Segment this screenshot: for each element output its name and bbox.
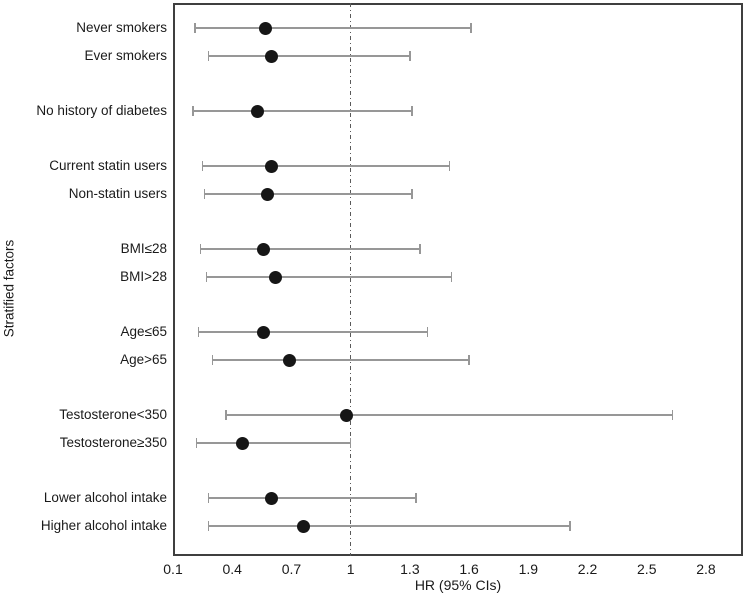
hr-marker	[261, 187, 275, 201]
ci-bar	[200, 248, 420, 250]
hr-marker	[296, 519, 310, 533]
row-label: Higher alcohol intake	[40, 518, 167, 533]
hr-marker	[259, 21, 273, 35]
x-tick-label: 1.6	[459, 561, 479, 577]
row-label: No history of diabetes	[36, 103, 167, 118]
ci-cap-right	[470, 23, 472, 33]
row-label: Testosterone<350	[59, 407, 167, 422]
x-tick-label: 0.7	[281, 561, 302, 577]
x-tick-label: 1	[346, 561, 355, 577]
ci-bar	[208, 55, 410, 57]
hr-marker	[251, 104, 265, 118]
ci-cap-left	[205, 272, 208, 282]
row-label: BMI≤28	[120, 241, 167, 256]
row-label: Non-statin users	[68, 186, 167, 201]
ci-cap-right	[671, 410, 674, 420]
ci-cap-left	[203, 189, 206, 199]
ci-bar	[194, 27, 472, 29]
ci-cap-right	[411, 189, 413, 199]
hr-marker	[257, 242, 271, 256]
ci-cap-right	[568, 521, 571, 531]
hr-marker	[265, 159, 279, 173]
ci-bar	[208, 497, 416, 499]
ci-bar	[226, 414, 673, 416]
ci-cap-left	[197, 327, 200, 337]
x-tick-label: 1.9	[518, 561, 539, 577]
row-label: Ever smokers	[84, 48, 167, 63]
ci-bar	[192, 110, 412, 112]
ci-cap-left	[201, 161, 204, 171]
x-tick-label: 2.5	[637, 561, 657, 577]
ci-bar	[206, 276, 452, 278]
row-label: Current statin users	[49, 158, 167, 173]
row-label: Lower alcohol intake	[43, 490, 167, 505]
ci-bar	[202, 165, 450, 167]
reference-line	[350, 3, 352, 556]
row-label: BMI>28	[120, 269, 167, 284]
ci-bar	[198, 331, 428, 333]
row-label: Age>65	[120, 352, 167, 367]
hr-marker	[282, 353, 296, 367]
ci-cap-right	[468, 355, 470, 365]
ci-cap-right	[409, 51, 411, 61]
hr-marker	[265, 491, 279, 505]
ci-cap-left	[195, 438, 198, 448]
ci-bar	[212, 359, 470, 361]
ci-cap-left	[225, 410, 228, 420]
ci-cap-right	[411, 106, 413, 116]
ci-bar	[208, 525, 570, 527]
ci-cap-left	[199, 244, 202, 254]
ci-cap-right	[448, 161, 451, 171]
row-label: Age≤65	[120, 324, 167, 339]
ci-cap-right	[426, 327, 429, 337]
plot-area	[173, 3, 743, 556]
hr-marker	[269, 270, 283, 284]
ci-cap-left	[191, 106, 194, 116]
hr-marker	[235, 436, 249, 450]
row-label: Testosterone≥350	[59, 435, 167, 450]
ci-cap-right	[418, 244, 421, 254]
x-tick-label: 2.8	[696, 561, 716, 577]
ci-cap-left	[207, 51, 210, 61]
ci-cap-right	[415, 493, 417, 503]
ci-cap-right	[450, 272, 453, 282]
ci-bar	[196, 442, 351, 444]
ci-cap-left	[211, 355, 214, 365]
hr-marker	[257, 325, 271, 339]
x-axis-title: HR (95% CIs)	[414, 577, 502, 593]
x-tick-label: 1.3	[400, 561, 420, 577]
ci-cap-left	[207, 521, 210, 531]
x-tick-label: 0.1	[163, 561, 183, 577]
ci-cap-right	[349, 438, 352, 448]
ci-bar	[204, 193, 412, 195]
ci-cap-left	[193, 23, 196, 33]
row-label: Never smokers	[76, 20, 167, 35]
hr-marker	[340, 408, 354, 422]
hr-marker	[265, 49, 279, 63]
x-tick-label: 2.2	[577, 561, 598, 577]
x-tick-label: 0.4	[222, 561, 242, 577]
ci-cap-left	[207, 493, 210, 503]
